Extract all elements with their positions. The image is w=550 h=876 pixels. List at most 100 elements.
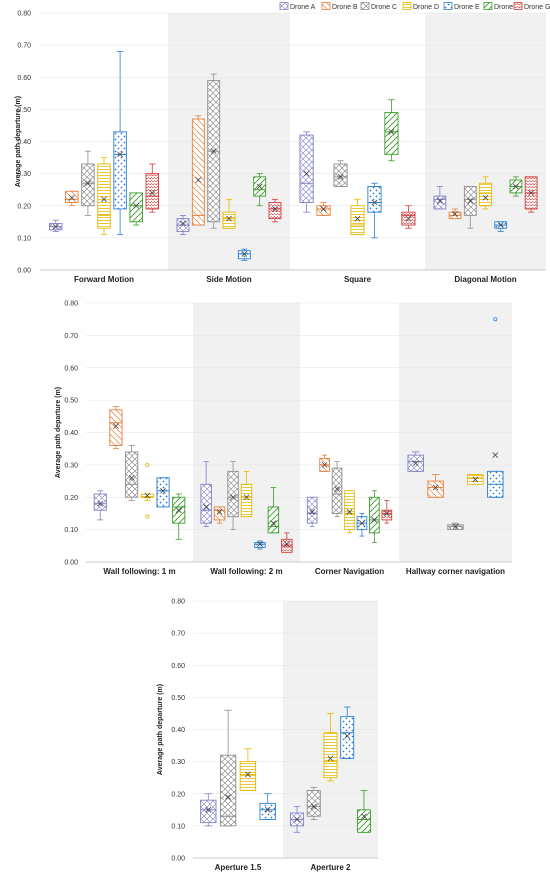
box-body [306, 496, 318, 524]
legend-item-drone-g: Drone G [513, 2, 550, 11]
mean-marker [205, 806, 212, 813]
mean-marker [492, 452, 499, 459]
mean-marker [388, 128, 395, 135]
mean-marker [452, 210, 458, 217]
legend-item-drone-e: Drone E [443, 2, 480, 11]
box-drone-g [145, 163, 159, 213]
box-drone-a [299, 131, 314, 213]
chart-panel-1: 0.00 0.10 0.20 0.30 0.40 0.50 0.60 0.70 0.80 Aver… [15, 11, 546, 284]
legend-swatch [443, 2, 453, 10]
mean-marker [359, 520, 365, 527]
y-axis-title: Average path departure (m) [55, 387, 62, 478]
category-label: Side Motion [206, 275, 251, 284]
mean-marker [257, 541, 263, 548]
mean-marker [405, 215, 412, 222]
box-body [219, 754, 237, 827]
mean-marker [144, 492, 151, 499]
box-body [267, 506, 280, 534]
legend-item-drone-a: Drone A [279, 2, 316, 11]
box-drone-c [219, 709, 237, 827]
mean-marker [128, 474, 135, 481]
box-drone-a [200, 793, 217, 827]
category-label: Square [344, 275, 372, 284]
y-tick-label: 0.50 [17, 107, 31, 114]
box-drone-c [125, 445, 139, 501]
box-drone-e [494, 221, 508, 232]
box-body [381, 509, 393, 521]
y-tick-label: 0.40 [171, 727, 185, 734]
category-label: Wall following: 1 m [103, 567, 175, 576]
box-body [331, 467, 343, 514]
box-drone-g [401, 205, 416, 229]
y-tick-label: 0.10 [17, 235, 31, 242]
mean-marker [216, 508, 223, 515]
box-body [222, 211, 236, 229]
legend-swatch [360, 2, 370, 10]
box-drone-d [350, 198, 365, 236]
category-label: Aperture 1.5 [215, 863, 262, 872]
box-drone-d [239, 748, 257, 791]
mean-marker [472, 476, 479, 483]
legend-swatch [402, 2, 412, 10]
box-drone-a [49, 219, 63, 232]
box-drone-a [200, 461, 212, 527]
mean-marker [310, 803, 317, 810]
y-tick-label: 0.70 [64, 333, 78, 340]
box-body [299, 134, 314, 203]
mean-marker [97, 500, 104, 507]
group-diagonal-motion: Diagonal Motion [433, 176, 538, 284]
y-tick-label: 0.60 [64, 365, 78, 372]
y-tick-label: 0.40 [64, 430, 78, 437]
group-forward-motion: Forward Motion [49, 51, 159, 284]
box-body [213, 506, 226, 521]
legend-swatch [279, 2, 289, 10]
group-wall-following-2-m: Wall following: 2 m [200, 461, 293, 576]
box-body [239, 761, 257, 791]
mean-marker [117, 151, 123, 158]
box-body [340, 716, 355, 759]
mean-marker [436, 198, 443, 204]
legend-item-drone-c: Drone C [360, 2, 397, 11]
box-drone-e [356, 513, 368, 537]
box-body [227, 470, 239, 518]
mean-marker [264, 806, 271, 813]
box-drone-g [524, 176, 538, 213]
mean-marker [321, 461, 328, 468]
box-drone-a [407, 451, 424, 472]
box-drone-f [267, 487, 280, 534]
category-label: Forward Motion [74, 275, 134, 284]
group-side-motion: Side Motion [176, 73, 282, 284]
mean-marker [113, 423, 119, 429]
mean-marker [175, 507, 182, 514]
box-drone-b [448, 208, 462, 220]
legend-item-drone-d: Drone D [402, 2, 439, 11]
y-tick-label: 0.00 [64, 560, 78, 567]
mean-marker [354, 215, 361, 222]
box-drone-d [323, 713, 338, 782]
box-drone-c [207, 73, 221, 229]
box-drone-f [356, 790, 371, 833]
mean-marker [344, 733, 351, 739]
box-drone-a [433, 186, 447, 210]
mean-marker [513, 183, 519, 190]
mean-marker [432, 484, 439, 491]
box-body [129, 192, 143, 223]
box-drone-e [367, 182, 382, 239]
legend-swatch [483, 2, 493, 10]
y-tick-label: 0.00 [171, 856, 185, 863]
mean-marker [320, 206, 327, 212]
y-tick-label: 0.50 [171, 695, 185, 702]
box-drone-a [176, 214, 190, 236]
box-body [268, 202, 282, 220]
group-hallway-corner-navigation: Hallway corner navigation [406, 317, 505, 576]
outlier-point [145, 462, 150, 467]
box-drone-d [467, 474, 484, 485]
legend-item-drone-f: Drone F [483, 2, 519, 11]
category-label: Wall following: 2 m [210, 567, 282, 576]
box-body [427, 480, 444, 498]
box-drone-f [509, 176, 523, 197]
mean-marker [160, 487, 166, 494]
mean-marker [149, 190, 156, 196]
mean-marker [68, 194, 75, 201]
box-drone-b [427, 474, 444, 498]
